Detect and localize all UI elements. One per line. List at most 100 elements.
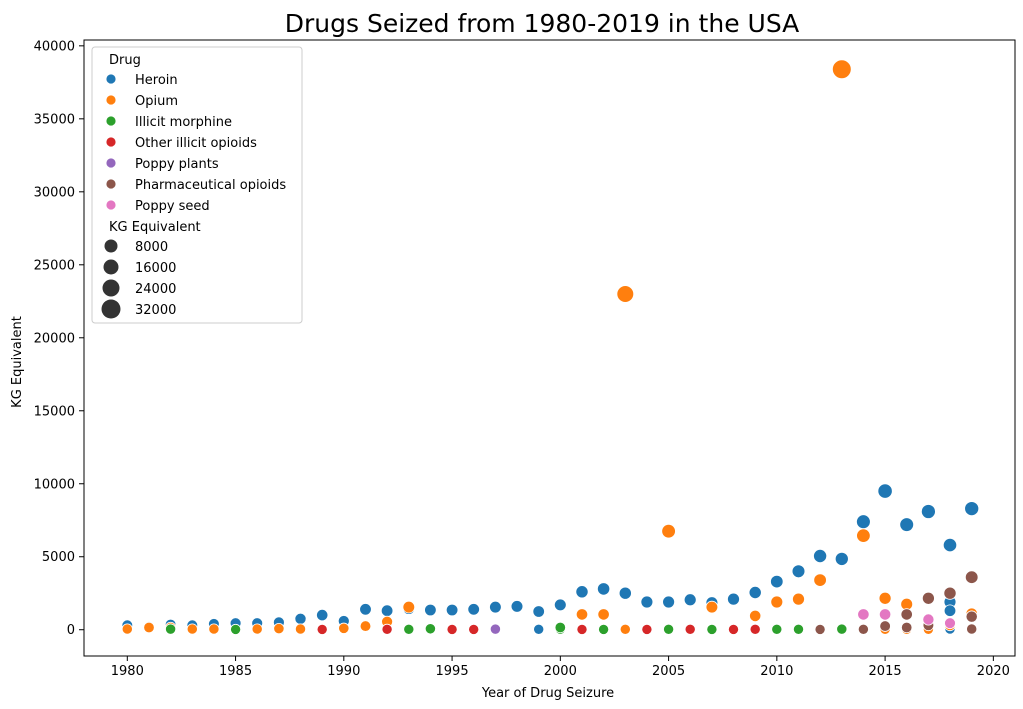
legend-size-label: 32000 [135,303,176,318]
data-point-pharmaceutical-opioids [943,586,957,600]
x-tick-label: 1980 [111,664,144,679]
data-point-illicit-morphine [554,621,566,634]
data-point-heroin [942,537,958,553]
x-tick-label: 2000 [544,664,577,679]
data-points [121,59,980,635]
data-point-heroin [834,551,849,566]
data-point-opium [294,623,307,635]
legend-marker [105,199,117,211]
data-point-opium [792,592,805,606]
y-tick-label: 35000 [34,112,75,127]
legend-marker [105,178,117,190]
data-point-poppy-seed [857,608,870,621]
legend-size-label: 16000 [135,261,176,276]
legend-marker [105,157,117,169]
legend-marker [105,115,117,127]
data-point-heroin [532,605,545,618]
data-point-heroin [575,585,589,599]
y-axis-ticks: 0 5000 10000 15000 20000 25000 30000 35000 40000 [34,39,84,638]
data-point-illicit-morphine [424,623,436,635]
data-point-opium [208,623,220,635]
legend-label: Illicit morphine [135,115,232,130]
data-point-other-illicit-opioids [576,623,588,635]
data-point-heroin [920,504,936,519]
data-point-poppy-plants [489,623,501,635]
legend-marker [105,73,117,85]
data-point-other-illicit-opioids [446,623,458,635]
legend-size-label: 24000 [135,282,176,297]
data-point-other-illicit-opioids [381,623,393,635]
plot-frame [83,39,1016,657]
y-tick-label: 10000 [34,477,75,492]
data-point-heroin [899,517,915,532]
data-point-pharmaceutical-opioids [921,591,935,605]
data-point-heroin [467,603,480,616]
data-point-heroin [770,574,784,589]
legend: Drug Heroin Opium Illicit morphine Other il… [91,46,303,324]
y-tick-label: 40000 [34,39,75,54]
data-point-heroin [445,603,459,617]
data-point-heroin [964,501,980,517]
data-point-heroin [683,593,697,607]
data-point-heroin [640,595,654,609]
data-point-heroin [748,585,762,600]
data-point-opium [575,608,589,621]
data-point-illicit-morphine [598,623,610,635]
data-point-opium [273,622,285,635]
data-point-pharmaceutical-opioids [964,570,979,584]
data-point-opium [616,285,635,303]
data-point-other-illicit-opioids [316,623,328,635]
legend-size-marker [101,299,121,319]
x-tick-label: 1990 [327,664,360,679]
data-point-illicit-morphine [230,623,242,635]
data-point-pharmaceutical-opioids [966,623,978,635]
legend-label: Opium [135,94,178,109]
data-point-poppy-seed [944,617,956,630]
data-point-heroin [597,582,611,596]
x-tick-label: 1995 [436,664,469,679]
data-point-illicit-morphine [165,623,177,635]
data-point-opium [402,600,416,614]
data-point-heroin [533,623,545,635]
data-point-heroin [359,603,372,616]
legend-marker [105,94,117,106]
y-tick-label: 25000 [34,258,75,273]
y-tick-label: 5000 [42,550,75,565]
chart-title: Drugs Seized from 1980-2019 in the USA [285,9,800,38]
data-point-opium [186,623,198,635]
data-point-other-illicit-opioids [468,623,480,635]
data-point-heroin [424,603,437,617]
data-point-illicit-morphine [706,623,718,635]
data-point-opium [831,59,852,80]
data-point-opium [143,621,155,634]
data-point-poppy-seed [878,608,892,621]
data-point-opium [619,623,631,635]
data-point-other-illicit-opioids [749,623,761,635]
data-point-opium [770,595,784,609]
legend-label: Heroin [135,73,178,88]
data-point-heroin [316,608,329,622]
data-point-heroin [791,564,806,579]
data-point-heroin [727,592,740,606]
data-point-pharmaceutical-opioids [900,608,913,621]
y-tick-label: 20000 [34,331,75,346]
data-point-heroin [380,604,394,617]
data-point-opium [121,623,133,635]
data-point-heroin [618,586,632,600]
x-tick-label: 2015 [869,664,902,679]
data-point-opium [338,622,350,634]
legend-size-marker [103,259,119,275]
legend-size-marker [102,279,120,297]
data-point-illicit-morphine [403,623,415,635]
legend-label: Other illicit opioids [135,136,257,151]
x-axis-label: Year of Drug Seizure [481,686,614,701]
x-axis-ticks: 1980 1985 1990 1995 2000 2005 2010 2015 2020 [111,656,1010,679]
data-point-heroin [877,483,893,499]
x-tick-label: 2010 [760,664,793,679]
data-point-opium [878,591,892,605]
data-point-pharmaceutical-opioids [857,623,869,635]
y-tick-label: 30000 [34,185,75,200]
x-tick-label: 2005 [652,664,685,679]
data-point-opium [661,523,676,539]
